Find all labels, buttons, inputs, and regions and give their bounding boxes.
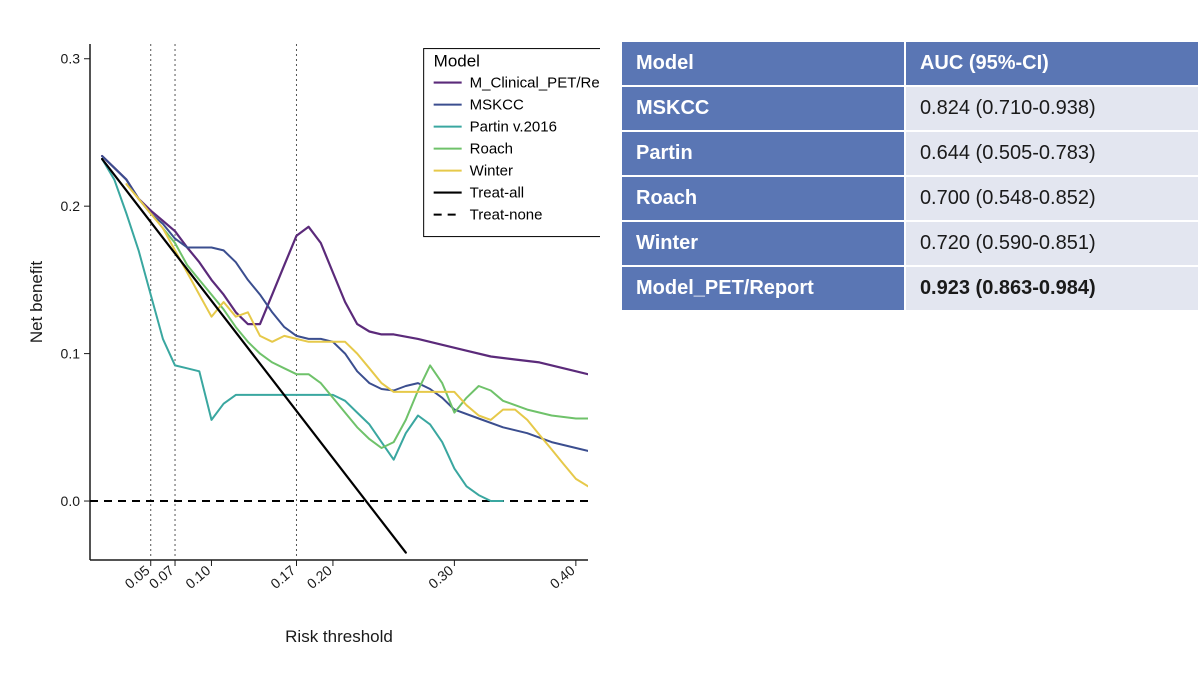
- auc-table: Model AUC (95%-CI) MSKCC0.824 (0.710-0.9…: [620, 40, 1200, 312]
- table-row: Roach0.700 (0.548-0.852): [621, 176, 1199, 221]
- svg-text:Roach: Roach: [470, 141, 513, 158]
- row-auc: 0.824 (0.710-0.938): [905, 86, 1199, 131]
- svg-text:0.1: 0.1: [61, 346, 81, 362]
- svg-text:Risk threshold: Risk threshold: [285, 627, 393, 646]
- svg-text:M_Clinical_PET/Report: M_Clinical_PET/Report: [470, 75, 600, 92]
- svg-text:0.20: 0.20: [304, 562, 335, 592]
- table-row: Model_PET/Report0.923 (0.863-0.984): [621, 266, 1199, 311]
- svg-text:0.2: 0.2: [61, 198, 81, 214]
- row-auc: 0.720 (0.590-0.851): [905, 221, 1199, 266]
- header-auc: AUC (95%-CI): [905, 41, 1199, 86]
- svg-text:0.40: 0.40: [547, 562, 578, 592]
- row-auc: 0.923 (0.863-0.984): [905, 266, 1199, 311]
- svg-text:0.17: 0.17: [267, 562, 298, 592]
- svg-text:0.0: 0.0: [61, 493, 81, 509]
- row-model: Winter: [621, 221, 905, 266]
- svg-text:0.3: 0.3: [61, 51, 81, 67]
- table-row: Partin0.644 (0.505-0.783): [621, 131, 1199, 176]
- series-line: [163, 228, 588, 448]
- header-model: Model: [621, 41, 905, 86]
- svg-text:Winter: Winter: [470, 163, 513, 180]
- svg-text:Treat-none: Treat-none: [470, 207, 543, 224]
- svg-text:Partin v.2016: Partin v.2016: [470, 119, 557, 136]
- table-row: MSKCC0.824 (0.710-0.938): [621, 86, 1199, 131]
- svg-text:0.07: 0.07: [146, 562, 177, 592]
- decision-curve-chart: 0.00.10.20.30.050.070.100.170.200.300.40…: [20, 20, 600, 660]
- svg-text:MSKCC: MSKCC: [470, 97, 524, 114]
- svg-text:Net benefit: Net benefit: [27, 261, 46, 343]
- table-header-row: Model AUC (95%-CI): [621, 41, 1199, 86]
- row-model: Roach: [621, 176, 905, 221]
- row-model: MSKCC: [621, 86, 905, 131]
- row-model: Model_PET/Report: [621, 266, 905, 311]
- svg-text:Model: Model: [434, 52, 480, 71]
- svg-text:0.10: 0.10: [182, 562, 213, 592]
- table-row: Winter0.720 (0.590-0.851): [621, 221, 1199, 266]
- svg-text:0.30: 0.30: [425, 562, 456, 592]
- svg-text:Treat-all: Treat-all: [470, 185, 524, 202]
- row-model: Partin: [621, 131, 905, 176]
- row-auc: 0.700 (0.548-0.852): [905, 176, 1199, 221]
- row-auc: 0.644 (0.505-0.783): [905, 131, 1199, 176]
